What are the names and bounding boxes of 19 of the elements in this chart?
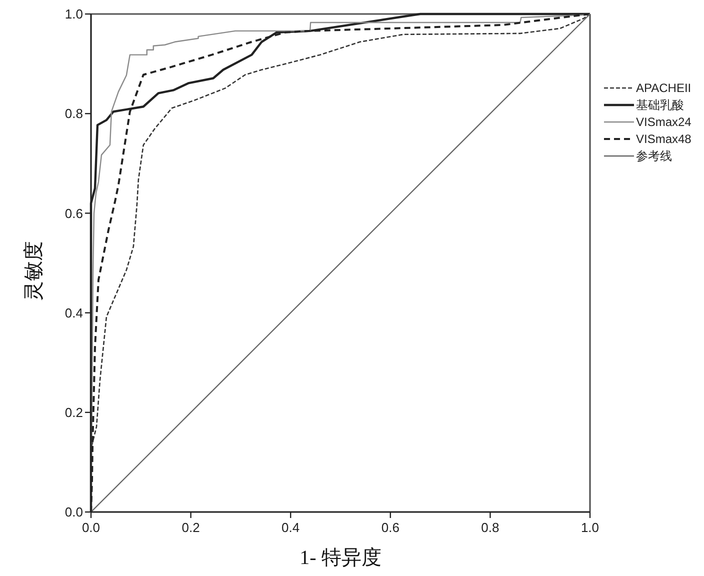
- y-tick-label: 1.0: [64, 6, 83, 22]
- legend-label: 参考线: [636, 149, 672, 164]
- y-tick-label: 0.4: [64, 305, 83, 320]
- y-tick-label: 0.8: [64, 106, 83, 122]
- x-tick-label: 0.4: [282, 520, 300, 535]
- legend-label: VISmax48: [636, 132, 692, 146]
- legend-label: VISmax24: [636, 115, 692, 130]
- legend-label: APACHEII: [636, 81, 692, 96]
- y-tick-label: 0.6: [64, 206, 83, 221]
- x-tick-label: 0.2: [182, 520, 200, 535]
- x-axis-title: 1- 特异度: [300, 547, 382, 569]
- x-tick-label: 0.0: [82, 520, 100, 535]
- x-tick-label: 0.6: [381, 520, 400, 535]
- legend-label: 基础乳酸: [636, 98, 684, 112]
- y-axis-title: 灵敏度: [23, 241, 45, 301]
- x-tick-label: 1.0: [580, 520, 600, 535]
- y-tick-label: 0.2: [64, 404, 83, 420]
- x-tick-label: 0.8: [481, 520, 500, 535]
- y-tick-label: 0.0: [64, 504, 83, 520]
